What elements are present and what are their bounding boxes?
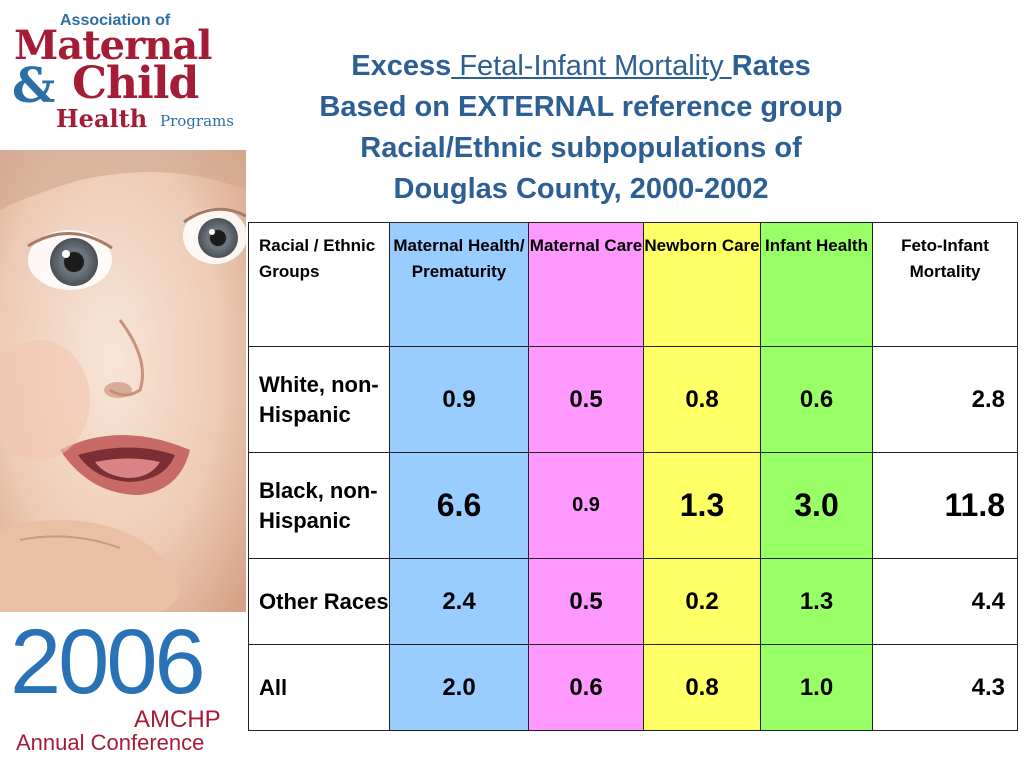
cell-maternal-care: 0.6 — [528, 644, 644, 731]
excess-rates-table: Racial / Ethnic Groups Maternal Health/ … — [248, 222, 1018, 731]
cell-newborn-care: 1.3 — [643, 452, 761, 559]
row-group-label: Black, non-Hispanic — [248, 452, 390, 559]
cell-infant-health: 0.6 — [760, 346, 873, 453]
cell-newborn-care: 0.8 — [643, 644, 761, 731]
cell-maternal-care: 0.5 — [528, 558, 644, 645]
logo-ampersand: & — [12, 58, 56, 114]
conference-year: 2006 — [10, 611, 206, 713]
header-infant-health: Infant Health — [760, 222, 873, 347]
conference-org: AMCHP — [134, 706, 221, 733]
table-row: Black, non-Hispanic 6.6 0.9 1.3 3.0 11.8 — [248, 452, 1018, 559]
cell-newborn-care: 0.8 — [643, 346, 761, 453]
slide-title: Excess Fetal-Infant Mortality Rates Base… — [248, 46, 914, 210]
header-maternal-care: Maternal Care — [528, 222, 644, 347]
logo-health-text: Health — [56, 104, 148, 133]
cell-maternal-health: 2.4 — [389, 558, 529, 645]
cell-feto-infant-mortality: 11.8 — [872, 452, 1018, 559]
title-line-3: Racial/Ethnic subpopulations of — [360, 132, 802, 164]
cell-maternal-health: 6.6 — [389, 452, 529, 559]
cell-maternal-care: 0.5 — [528, 346, 644, 453]
row-group-label: White, non-Hispanic — [248, 346, 390, 453]
logo-programs-text: Programs — [160, 112, 234, 130]
logo-maternal-text: Maternal — [14, 22, 212, 69]
baby-face-illustration — [0, 150, 246, 612]
row-group-label: All — [248, 644, 390, 731]
title-line-4: Douglas County, 2000-2002 — [393, 173, 769, 205]
title-rates: Rates — [731, 50, 811, 82]
title-fetal-infant-mortality: Fetal-Infant Mortality — [451, 50, 732, 82]
cell-infant-health: 1.3 — [760, 558, 873, 645]
baby-photo — [0, 150, 246, 612]
cell-maternal-health: 2.0 — [389, 644, 529, 731]
header-racial-ethnic-groups: Racial / Ethnic Groups — [248, 222, 390, 347]
logo-association-text: Association of — [60, 12, 171, 29]
logo-child-text: Child — [72, 58, 199, 109]
title-excess: Excess — [351, 50, 452, 82]
amchp-logo: Association of Maternal & Child Health P… — [0, 0, 246, 150]
table-row: White, non-Hispanic 0.9 0.5 0.8 0.6 2.8 — [248, 346, 1018, 453]
conference-event: Annual Conference — [16, 730, 205, 755]
table-row: All 2.0 0.6 0.8 1.0 4.3 — [248, 644, 1018, 731]
cell-feto-infant-mortality: 4.3 — [872, 644, 1018, 731]
cell-newborn-care: 0.2 — [643, 558, 761, 645]
title-line-1: Excess Fetal-Infant Mortality Rates — [248, 46, 914, 87]
header-newborn-care: Newborn Care — [643, 222, 761, 347]
header-maternal-health: Maternal Health/ Prematurity — [389, 222, 529, 347]
sidebar: Association of Maternal & Child Health P… — [0, 0, 246, 768]
table-row: Other Races 2.4 0.5 0.2 1.3 4.4 — [248, 558, 1018, 645]
cell-infant-health: 3.0 — [760, 452, 873, 559]
cell-maternal-health: 0.9 — [389, 346, 529, 453]
cell-feto-infant-mortality: 2.8 — [872, 346, 1018, 453]
cell-feto-infant-mortality: 4.4 — [872, 558, 1018, 645]
conference-branding: 2006 AMCHP Annual Conference — [0, 612, 246, 768]
cell-infant-health: 1.0 — [760, 644, 873, 731]
header-feto-infant-mortality: Feto-Infant Mortality — [872, 222, 1018, 347]
table-header-row: Racial / Ethnic Groups Maternal Health/ … — [248, 222, 1018, 347]
row-group-label: Other Races — [248, 558, 390, 645]
cell-maternal-care: 0.9 — [528, 452, 644, 559]
title-line-2: Based on EXTERNAL reference group — [319, 91, 843, 123]
